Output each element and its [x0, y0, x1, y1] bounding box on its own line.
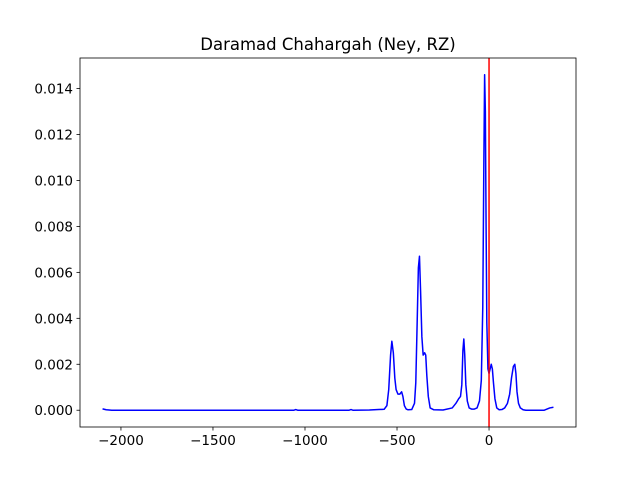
- data-line: [102, 74, 554, 411]
- chart-title: Daramad Chahargah (Ney, RZ): [200, 35, 455, 54]
- y-tick-label: 0.008: [34, 219, 73, 235]
- y-tick-label: 0.010: [34, 173, 73, 189]
- y-tick-label: 0.002: [34, 357, 73, 373]
- y-tick-label: 0.000: [34, 403, 73, 419]
- x-tick-label: −1000: [282, 433, 328, 449]
- x-tick-label: −2000: [98, 433, 144, 449]
- y-tick-label: 0.006: [34, 265, 73, 281]
- x-tick-label: −500: [378, 433, 415, 449]
- y-tick-label: 0.004: [34, 311, 73, 327]
- x-tick-label: 0: [485, 433, 494, 449]
- axes-frame: [79, 57, 577, 428]
- y-tick-label: 0.012: [34, 128, 73, 144]
- x-tick-label: −1500: [190, 433, 236, 449]
- y-tick-label: 0.014: [34, 82, 73, 98]
